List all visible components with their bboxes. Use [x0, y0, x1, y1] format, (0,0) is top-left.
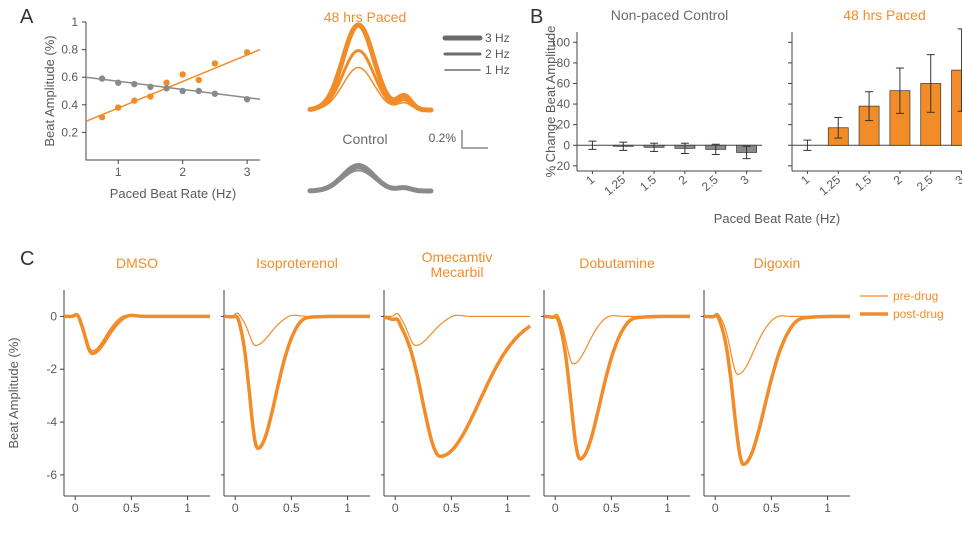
svg-text:0.4: 0.4 [61, 98, 78, 112]
svg-text:1: 1 [184, 501, 191, 515]
svg-text:DMSO: DMSO [116, 255, 158, 271]
svg-text:0: 0 [50, 309, 57, 323]
svg-text:0: 0 [712, 501, 719, 515]
svg-text:60: 60 [557, 76, 571, 90]
svg-text:Beat Amplitude (%): Beat Amplitude (%) [42, 35, 57, 146]
svg-text:0.5: 0.5 [123, 501, 140, 515]
svg-text:0: 0 [72, 501, 79, 515]
svg-text:1: 1 [664, 501, 671, 515]
svg-text:1: 1 [504, 501, 511, 515]
svg-text:Control: Control [342, 131, 387, 147]
panel-a-traces: 48 hrs Paced Control 3 Hz 2 Hz 1 Hz 0.2% [270, 6, 530, 206]
svg-text:2: 2 [179, 165, 186, 179]
svg-text:Non-paced Control: Non-paced Control [611, 7, 729, 23]
svg-text:1.25: 1.25 [601, 172, 628, 198]
svg-text:Paced Beat Rate (Hz): Paced Beat Rate (Hz) [110, 186, 236, 201]
svg-text:Dobutamine: Dobutamine [579, 255, 655, 271]
svg-text:0: 0 [563, 138, 570, 152]
svg-text:3: 3 [737, 172, 751, 187]
svg-text:Mecarbil: Mecarbil [431, 264, 484, 280]
svg-text:0.5: 0.5 [443, 501, 460, 515]
svg-text:% Change Beat Amplitude: % Change Beat Amplitude [545, 26, 558, 178]
svg-text:-4: -4 [46, 415, 57, 429]
svg-text:2 Hz: 2 Hz [485, 47, 510, 61]
svg-text:0.5: 0.5 [763, 501, 780, 515]
panel-b-bars: Non-paced Control-2002040608010011.251.5… [545, 4, 962, 229]
panel-label-b: B [530, 6, 543, 29]
svg-text:Paced Beat Rate (Hz): Paced Beat Rate (Hz) [714, 211, 840, 226]
svg-text:48 hrs Paced: 48 hrs Paced [843, 7, 926, 23]
svg-text:0.5: 0.5 [283, 501, 300, 515]
panel-a-scatter: 0.2 0.4 0.6 0.8 1 1 2 3 Paced Beat Rate (Hz) Beat… [40, 12, 270, 202]
svg-text:0.2: 0.2 [61, 125, 78, 139]
svg-text:pre-drug: pre-drug [893, 289, 938, 303]
svg-text:0.2%: 0.2% [429, 131, 457, 145]
svg-text:1.25: 1.25 [816, 172, 843, 198]
svg-text:3 Hz: 3 Hz [485, 31, 510, 45]
svg-text:3: 3 [952, 172, 962, 187]
svg-text:0: 0 [392, 501, 399, 515]
svg-text:Isoproterenol: Isoproterenol [256, 255, 338, 271]
svg-text:0.6: 0.6 [61, 70, 78, 84]
svg-text:1: 1 [71, 15, 78, 29]
svg-text:20: 20 [557, 118, 571, 132]
svg-text:1.5: 1.5 [637, 172, 659, 194]
svg-text:Omecamtiv: Omecamtiv [422, 250, 493, 265]
svg-text:Beat Amplitude (%): Beat Amplitude (%) [6, 337, 21, 448]
svg-text:post-drug: post-drug [893, 307, 944, 321]
svg-text:2.5: 2.5 [699, 172, 721, 194]
svg-text:0: 0 [552, 501, 559, 515]
svg-text:1.5: 1.5 [852, 172, 874, 194]
svg-text:48 hrs Paced: 48 hrs Paced [324, 9, 407, 25]
svg-text:3: 3 [244, 165, 251, 179]
panel-label-a: A [20, 6, 33, 29]
svg-text:Digoxin: Digoxin [754, 255, 801, 271]
svg-text:1: 1 [824, 501, 831, 515]
panel-c-traces: Beat Amplitude (%) 0 -2 -4 -6 0 0.5 1 DMSO 0 0.5 1 I… [0, 250, 960, 540]
svg-text:-6: -6 [46, 468, 57, 482]
svg-text:1: 1 [798, 172, 812, 187]
svg-text:0: 0 [232, 501, 239, 515]
svg-text:2: 2 [676, 172, 690, 187]
svg-text:2.5: 2.5 [914, 172, 936, 194]
svg-text:-2: -2 [46, 362, 57, 376]
svg-text:0.5: 0.5 [603, 501, 620, 515]
svg-text:0.8: 0.8 [61, 43, 78, 57]
svg-text:40: 40 [557, 97, 571, 111]
svg-text:80: 80 [557, 56, 571, 70]
svg-text:2: 2 [891, 172, 905, 187]
svg-text:1: 1 [115, 165, 122, 179]
svg-text:1 Hz: 1 Hz [485, 63, 510, 77]
svg-text:1: 1 [344, 501, 351, 515]
svg-text:1: 1 [583, 172, 597, 187]
